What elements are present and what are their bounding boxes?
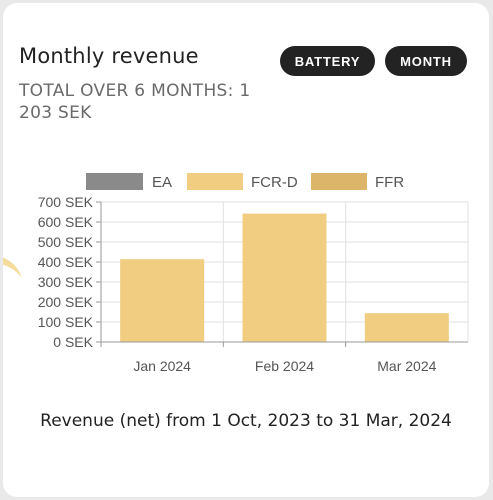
revenue-bar-chart: EA FCR-D FFR 0 SEK 100 SEK 200 SEK 300 SEK 400…: [38, 173, 469, 374]
y-tick-label: 500 SEK: [38, 234, 94, 250]
total-summary: TOTAL OVER 6 MONTHS: 1 203 SEK: [19, 80, 289, 124]
chart-bars: [120, 213, 449, 342]
legend-swatch-ea[interactable]: [86, 173, 143, 190]
y-tick-label: 600 SEK: [38, 214, 94, 230]
y-axis-ticks: 0 SEK 100 SEK 200 SEK 300 SEK 400 SEK 500 SEK…: [38, 194, 101, 350]
y-tick-label: 300 SEK: [38, 274, 94, 290]
chart-legend: EA FCR-D FFR: [86, 173, 404, 191]
bar-fcr-d-mar-2024[interactable]: [364, 313, 449, 342]
revenue-period-caption: Revenue (net) from 1 Oct, 2023 to 31 Mar…: [40, 411, 452, 431]
total-line-2: 203 SEK: [19, 103, 92, 123]
x-tick-label: Jan 2024: [133, 358, 191, 374]
legend-label-ffr[interactable]: FFR: [375, 174, 404, 191]
total-line-1: TOTAL OVER 6 MONTHS: 1: [19, 81, 251, 101]
bar-fcr-d-feb-2024[interactable]: [242, 213, 327, 342]
x-tick-label: Feb 2024: [255, 358, 314, 374]
legend-swatch-fcr-d[interactable]: [187, 173, 243, 190]
y-tick-label: 400 SEK: [38, 254, 94, 270]
bar-fcr-d-jan-2024[interactable]: [120, 259, 205, 342]
legend-label-ea[interactable]: EA: [152, 174, 172, 191]
legend-swatch-ffr[interactable]: [311, 173, 367, 190]
y-tick-label: 100 SEK: [38, 314, 94, 330]
legend-label-fcr-d[interactable]: FCR-D: [251, 174, 298, 191]
month-button[interactable]: MONTH: [385, 46, 467, 76]
card-title: Monthly revenue: [19, 44, 199, 68]
x-tick-label: Mar 2024: [377, 358, 436, 374]
x-axis-ticks: Jan 2024 Feb 2024 Mar 2024: [100, 342, 437, 374]
y-tick-label: 700 SEK: [38, 194, 94, 210]
y-tick-label: 0 SEK: [53, 334, 93, 350]
battery-button[interactable]: BATTERY: [280, 46, 375, 76]
revenue-card: Monthly revenue TOTAL OVER 6 MONTHS: 1 2…: [3, 3, 489, 497]
decorative-swoosh-icon: [3, 257, 22, 278]
y-tick-label: 200 SEK: [38, 294, 94, 310]
chart-axes: [96, 202, 468, 347]
